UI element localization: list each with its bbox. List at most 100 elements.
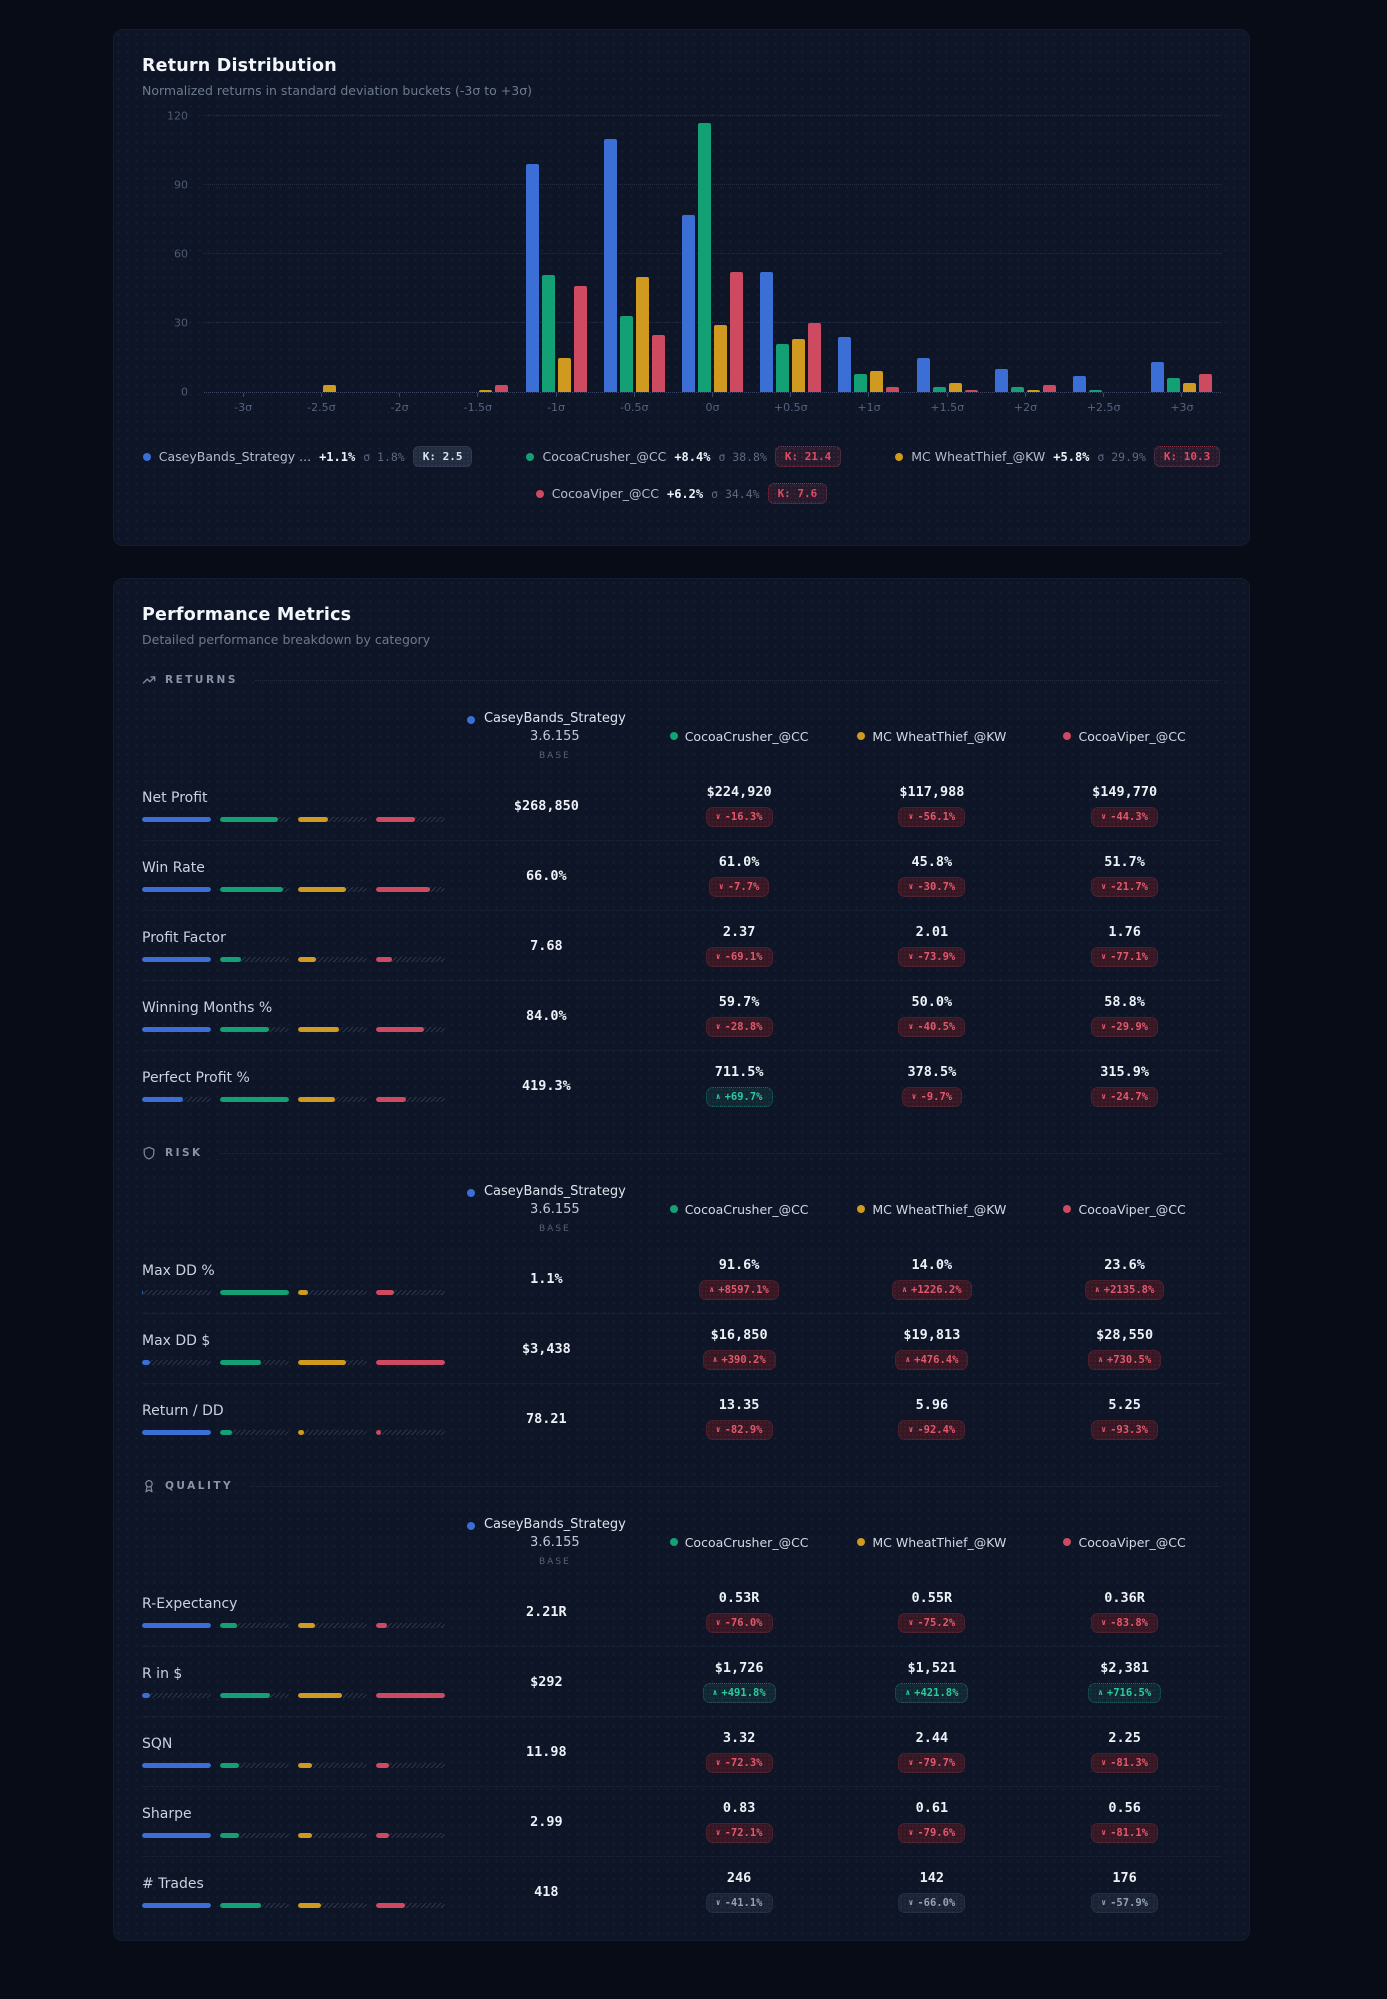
bar[interactable] — [792, 339, 806, 392]
base-strategy-name: CaseyBands_Strategy — [483, 1517, 626, 1532]
bar[interactable] — [886, 387, 900, 392]
delta-badge: ∨ -81.3% — [1091, 1753, 1158, 1773]
arrow-up-icon: ∧ — [905, 1688, 911, 1697]
delta-badge: ∨ -76.0% — [705, 1613, 773, 1633]
comparison-value: 45.8% — [911, 854, 953, 870]
bar[interactable] — [322, 385, 336, 392]
strategy-name: MC WheatThief_@KW — [872, 1534, 1007, 1550]
mini-bar-track — [142, 1289, 211, 1295]
bar[interactable] — [916, 357, 930, 392]
bar[interactable] — [1151, 362, 1165, 392]
bar[interactable] — [964, 389, 978, 392]
mini-bar-track — [376, 1622, 445, 1628]
mini-bar-fill — [142, 956, 211, 962]
bar[interactable] — [870, 371, 884, 392]
base-header-text: CaseyBands_Strategy 3.6.155 BASE — [484, 1184, 626, 1234]
performance-metrics-card: Performance Metrics Detailed performance… — [113, 578, 1250, 1941]
delta-badge: ∨ -28.8% — [705, 1017, 773, 1037]
legend-item[interactable]: CocoaViper_@CC +6.2% σ 34.4% K: 7.6 — [535, 483, 828, 504]
delta-value: -72.1% — [724, 1827, 763, 1839]
bar[interactable] — [1042, 385, 1056, 392]
bar[interactable] — [1167, 378, 1181, 392]
mini-bar-track — [142, 1429, 211, 1435]
comparison-value: 58.8% — [1104, 994, 1145, 1010]
bar[interactable] — [760, 272, 774, 392]
comparison-value: 246 — [726, 1870, 752, 1886]
bar[interactable] — [573, 286, 587, 392]
bar[interactable] — [714, 325, 728, 392]
legend-item[interactable]: CaseyBands_Strategy ... +1.1% σ 1.8% K: 2.5 — [142, 446, 473, 467]
base-tag: BASE — [539, 751, 571, 761]
bar[interactable] — [619, 316, 633, 392]
delta-value: -92.4% — [917, 1424, 956, 1436]
mini-bar-fill — [142, 1832, 211, 1838]
bar[interactable] — [495, 385, 509, 392]
comparison-cell: 59.7% ∨ -28.8% — [643, 994, 836, 1037]
comparison-value: 378.5% — [907, 1064, 957, 1080]
metrics-sections: RETURNS CaseyBands_Strategy 3.6.155 BASE Coc… — [142, 673, 1221, 1926]
delta-badge: ∧ +421.8% — [895, 1683, 969, 1703]
legend-item[interactable]: CocoaCrusher_@CC +8.4% σ 38.8% K: 21.4 — [526, 446, 842, 467]
comparison-value: $117,988 — [899, 784, 965, 800]
bar[interactable] — [1089, 389, 1103, 392]
mini-bar-fill — [220, 816, 278, 822]
mini-bar-track — [220, 1902, 289, 1908]
strategy-column-header: CocoaViper_@CC — [1028, 729, 1221, 744]
delta-value: +421.8% — [914, 1687, 959, 1699]
delta-badge: ∨ -16.3% — [705, 807, 773, 827]
bar[interactable] — [776, 343, 790, 392]
card-title: Performance Metrics — [142, 605, 352, 625]
bar[interactable] — [932, 387, 946, 392]
bar[interactable] — [730, 272, 744, 392]
comparison-value: $224,920 — [706, 784, 772, 800]
bar[interactable] — [948, 382, 962, 392]
mini-bar-fill — [376, 1429, 381, 1435]
mini-bar-track — [220, 1762, 289, 1768]
bar[interactable] — [635, 277, 649, 392]
mini-bar-fill — [142, 886, 211, 892]
tick-mark-icon — [712, 393, 714, 397]
bar-group — [673, 116, 751, 392]
comparison-cell: $16,850 ∧ +390.2% — [643, 1327, 836, 1370]
bar[interactable] — [994, 369, 1008, 392]
bar[interactable] — [682, 214, 696, 392]
metric-row: Profit Factor 7.68 2.37 ∨ -69.1% 2.01 ∨ -73.9% 1… — [142, 910, 1221, 980]
bar[interactable] — [1199, 373, 1213, 392]
bar-group — [1143, 116, 1221, 392]
mini-bar-track — [142, 1359, 211, 1365]
bar[interactable] — [838, 336, 852, 392]
bar[interactable] — [698, 122, 712, 392]
bar[interactable] — [603, 139, 617, 392]
arrow-down-icon: ∨ — [1101, 1425, 1107, 1434]
bar[interactable] — [1183, 382, 1197, 392]
delta-badge: ∨ -21.7% — [1091, 877, 1158, 897]
bar[interactable] — [479, 389, 493, 392]
comparison-value: $1,521 — [907, 1660, 957, 1676]
bar[interactable] — [1026, 389, 1040, 392]
comparison-value: 61.0% — [718, 854, 760, 870]
bar[interactable] — [541, 274, 555, 392]
delta-badge: ∨ -75.2% — [898, 1613, 966, 1633]
bar[interactable] — [525, 164, 539, 392]
arrow-down-icon: ∨ — [908, 882, 914, 891]
comparison-value: 0.53R — [718, 1590, 760, 1606]
bar[interactable] — [854, 373, 868, 392]
mini-bar-track — [376, 816, 445, 822]
kurtosis-badge: K: 7.6 — [767, 483, 828, 504]
mini-bar-track — [142, 1622, 211, 1628]
base-strategy-version: 3.6.155 — [530, 1202, 580, 1217]
series-dot-icon — [857, 1538, 866, 1546]
comparison-cell: 0.55R ∨ -75.2% — [836, 1590, 1029, 1633]
bar[interactable] — [557, 357, 571, 392]
bar[interactable] — [1073, 375, 1087, 392]
delta-badge: ∧ +2135.8% — [1084, 1280, 1165, 1300]
legend-item[interactable]: MC WheatThief_@KW +5.8% σ 29.9% K: 10.3 — [895, 446, 1221, 467]
legend-name: MC WheatThief_@KW — [911, 449, 1046, 464]
bar[interactable] — [651, 334, 665, 392]
metric-label-cell: Winning Months % — [142, 1000, 450, 1032]
comparison-cell: 45.8% ∨ -30.7% — [836, 854, 1029, 897]
bar[interactable] — [808, 323, 822, 392]
delta-value: -21.7% — [1110, 881, 1148, 893]
bar[interactable] — [1010, 387, 1024, 392]
base-value: 84.0% — [526, 1007, 567, 1024]
